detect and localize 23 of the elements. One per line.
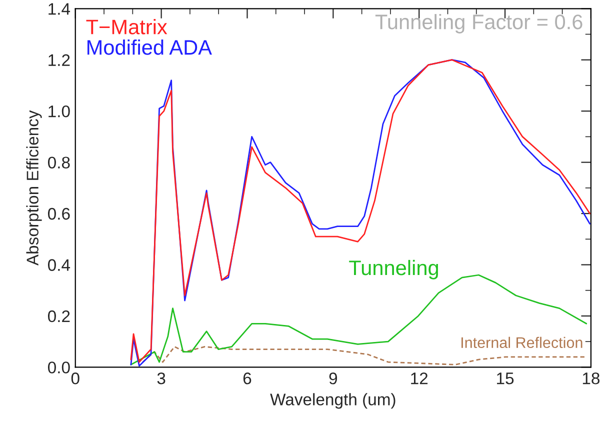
y-tick-label: 0.4 <box>48 259 70 271</box>
series-label: Modified ADA <box>88 40 212 55</box>
x-tick-label: 6 <box>243 372 252 384</box>
x-tick-label: 9 <box>329 372 338 384</box>
series-label: Internal Reflection <box>461 336 582 348</box>
y-tick-label: 0.8 <box>48 156 70 169</box>
x-tick-label: 0 <box>71 372 80 384</box>
annotation: Tunneling Factor = 0.6 <box>375 14 582 34</box>
y-tick-label: 0.0 <box>48 362 70 374</box>
x-tick-label: 15 <box>497 372 514 384</box>
x-axis-title: Wavelength (um) <box>270 393 396 409</box>
y-tick-label: 1.0 <box>48 105 70 118</box>
series-label: Tunneling <box>349 260 438 280</box>
y-tick-label: 0.2 <box>48 310 70 322</box>
y-axis-title: Absorption Efficiency <box>26 110 42 266</box>
x-tick-label: 3 <box>157 372 166 384</box>
y-tick-label: 0.6 <box>48 208 70 220</box>
y-tick-label: 1.4 <box>48 3 70 15</box>
text: T−Matrix <box>86 19 168 34</box>
x-tick-label: 12 <box>411 372 428 384</box>
y-tick-label: 1.2 <box>48 54 70 66</box>
x-tick-label: 18 <box>582 372 600 384</box>
line-series <box>142 346 588 366</box>
